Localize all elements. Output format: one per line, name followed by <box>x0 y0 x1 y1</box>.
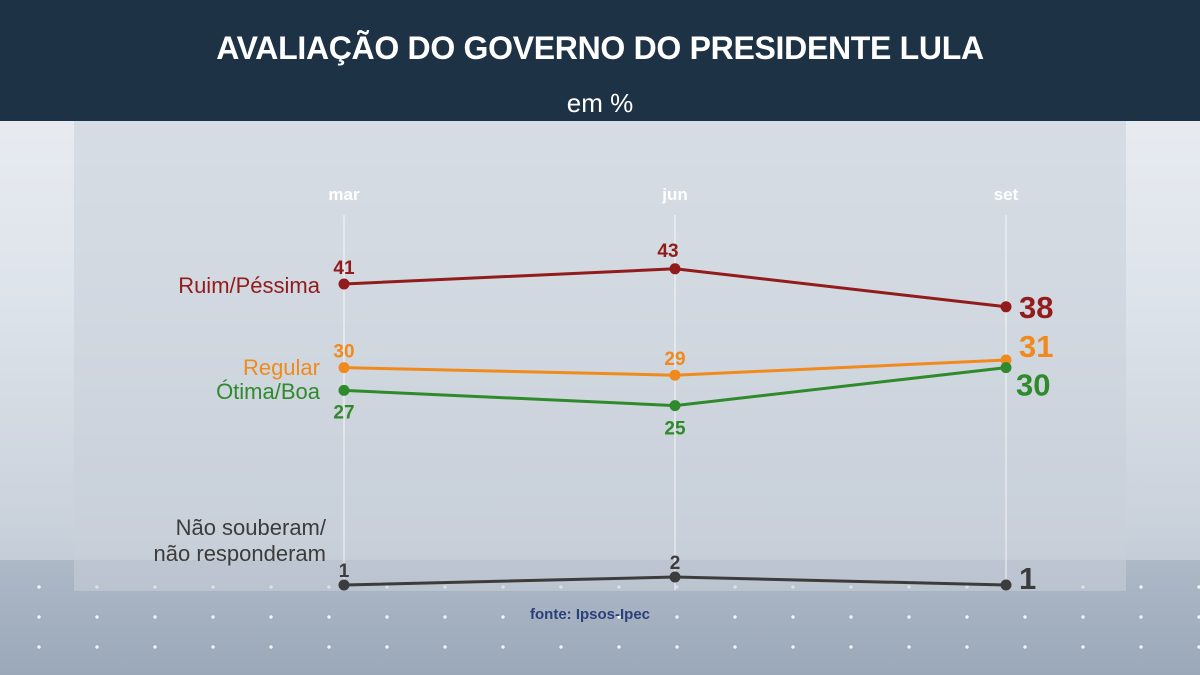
data-label-ruim-mar: 41 <box>333 258 355 279</box>
data-label-nsnr-set: 1 <box>1019 561 1036 596</box>
data-label-regular-set: 31 <box>1019 329 1053 364</box>
data-point-ruim-jun <box>669 263 681 275</box>
month-label-mar: mar <box>328 185 360 204</box>
series-label-ruim: Ruim/Péssima <box>178 273 321 298</box>
data-point-regular-set <box>1000 354 1012 366</box>
data-point-otima-set <box>1000 362 1012 374</box>
data-label-ruim-jun: 43 <box>657 241 678 262</box>
data-point-ruim-set <box>1000 301 1012 313</box>
series-label-otima: Ótima/Boa <box>216 379 321 404</box>
data-label-regular-mar: 30 <box>333 342 354 363</box>
data-label-nsnr-jun: 2 <box>670 553 681 574</box>
series-label-nsnr-line2: não responderam <box>154 541 326 566</box>
series-label-regular: Regular <box>243 355 320 380</box>
data-point-nsnr-set <box>1000 579 1012 591</box>
data-point-otima-mar <box>338 384 350 396</box>
data-point-ruim-mar <box>338 278 350 290</box>
data-label-regular-jun: 29 <box>664 349 685 370</box>
title-bar: AVALIAÇÃO DO GOVERNO DO PRESIDENTE LULA … <box>0 0 1200 121</box>
data-point-regular-mar <box>338 362 350 374</box>
source-note: fonte: Ipsos-Ipec <box>530 606 651 623</box>
data-label-nsnr-mar: 1 <box>339 561 350 582</box>
data-point-otima-jun <box>669 400 681 412</box>
series-label-nsnr-line1: Não souberam/ <box>176 515 327 540</box>
chart-panel <box>74 121 1126 591</box>
data-point-regular-jun <box>669 369 681 381</box>
data-point-nsnr-jun <box>669 571 681 583</box>
page-subtitle: em % <box>566 88 634 118</box>
page-title: AVALIAÇÃO DO GOVERNO DO PRESIDENTE LULA <box>216 30 984 66</box>
data-label-otima-jun: 25 <box>664 419 686 440</box>
data-point-nsnr-mar <box>338 579 350 591</box>
data-label-otima-set: 30 <box>1016 368 1050 403</box>
data-label-otima-mar: 27 <box>333 402 354 423</box>
month-label-set: set <box>994 185 1019 204</box>
data-label-ruim-set: 38 <box>1019 290 1053 325</box>
month-label-jun: jun <box>661 185 688 204</box>
